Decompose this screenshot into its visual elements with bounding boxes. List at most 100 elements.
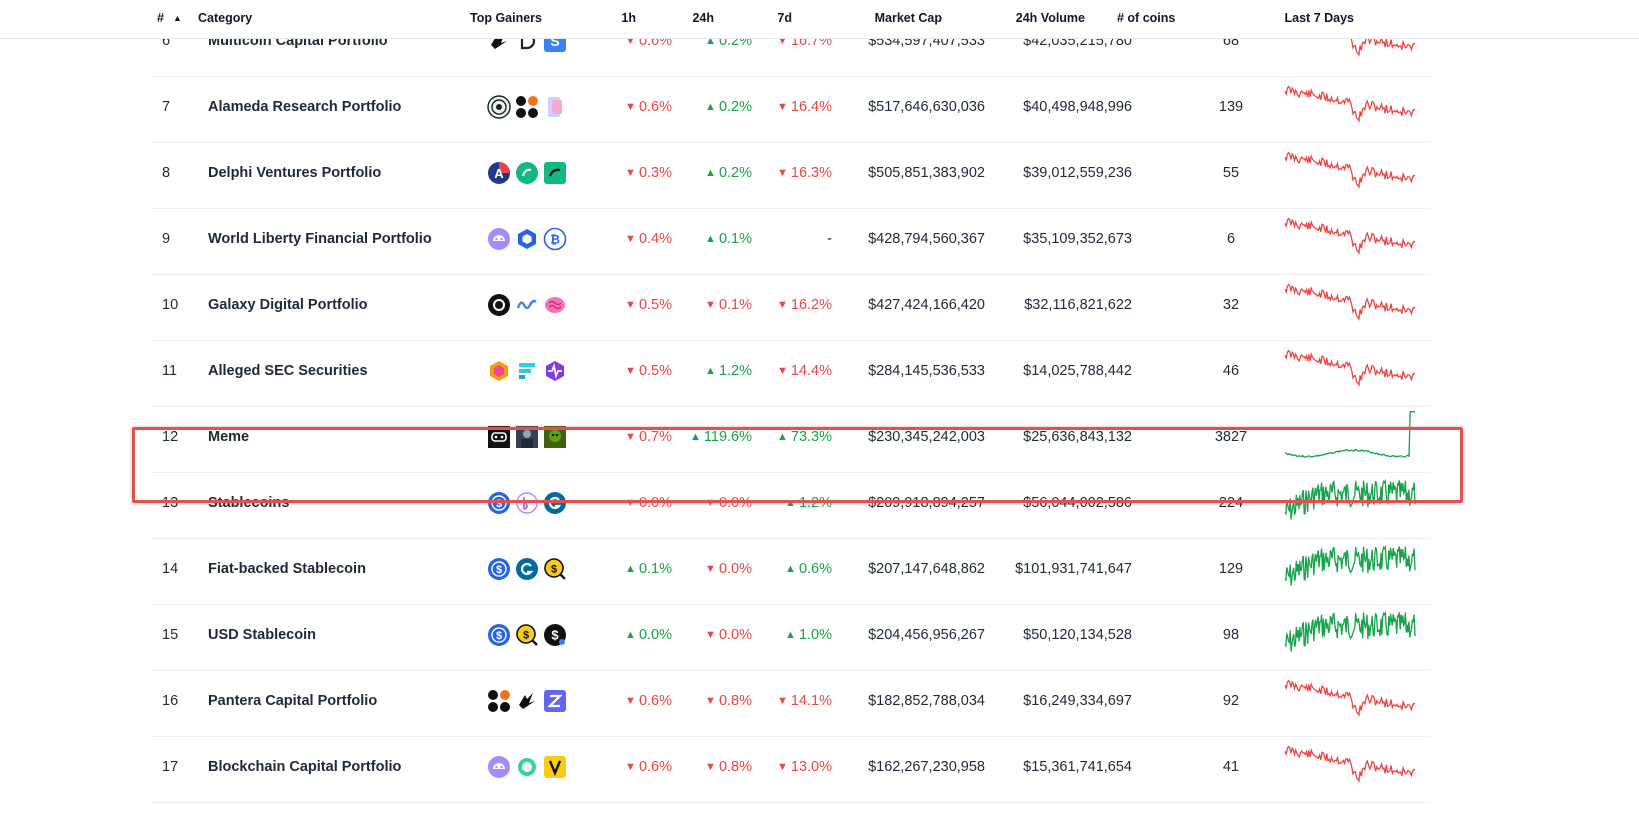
category-name-link[interactable]: Delphi Ventures Portfolio: [208, 165, 382, 181]
category-name-link[interactable]: Fiat-backed Stablecoin: [208, 561, 366, 577]
rank-cell: 16: [162, 693, 179, 709]
caret-down-icon: ▼: [776, 35, 788, 47]
coins-header[interactable]: # of coins: [1117, 11, 1176, 25]
svg-text:$: $: [496, 564, 502, 576]
percent-value: 0.0%: [638, 495, 672, 511]
hex-orange-icon[interactable]: [487, 359, 511, 383]
sparkline-line: [1284, 411, 1415, 458]
wave-icon[interactable]: [515, 293, 539, 317]
bitcoin-icon[interactable]: ₿: [543, 227, 567, 251]
dots-icon[interactable]: [515, 95, 539, 119]
market-cap-cell: $204,456,956,267: [868, 627, 985, 643]
table-row[interactable]: 15 USD Stablecoin $ $ $ ▲ 0.0% ▼ 0.0% ▲ 1.0% $204,4…: [152, 601, 1431, 671]
market-cap-header[interactable]: Market Cap: [874, 11, 942, 25]
table-row[interactable]: 14 Fiat-backed Stablecoin $ $ ▲ 0.1% ▼ 0.0% ▲ 0.6…: [152, 535, 1431, 605]
brain-icon[interactable]: [543, 293, 567, 317]
green-square-icon[interactable]: [543, 161, 567, 185]
top-gainers-icons: A: [487, 139, 567, 207]
purple-face-icon[interactable]: [487, 227, 511, 251]
change-1h: ▼ 0.6%: [592, 733, 672, 801]
category-name-link[interactable]: Blockchain Capital Portfolio: [208, 759, 402, 775]
table-row[interactable]: 10 Galaxy Digital Portfolio ▼ 0.5% ▼ 0.1% ▼ 16.…: [152, 271, 1431, 341]
meme-photo-icon[interactable]: [515, 425, 539, 449]
24h-header[interactable]: 24h: [692, 11, 714, 25]
percent-value: 0.2%: [718, 165, 752, 181]
svg-text:S: S: [550, 33, 559, 49]
b-outline-icon[interactable]: [515, 491, 539, 515]
dollar-search-icon[interactable]: $: [543, 557, 567, 581]
rank-cell: 9: [162, 231, 171, 247]
change-1h: ▼ 0.5%: [592, 271, 672, 339]
g-circle-icon[interactable]: [543, 491, 567, 515]
ftx-icon[interactable]: [515, 359, 539, 383]
category-name-link[interactable]: Pantera Capital Portfolio: [208, 693, 378, 709]
table-row[interactable]: 8 Delphi Ventures Portfolio A ▼ 0.3% ▲ 0.2% ▼ 16…: [152, 139, 1431, 209]
rank-header[interactable]: #: [157, 11, 164, 25]
g-circle-icon[interactable]: [515, 557, 539, 581]
pepe-icon[interactable]: [543, 425, 567, 449]
change-7d: ▼ 14.1%: [752, 667, 832, 735]
table-row[interactable]: 7 Alameda Research Portfolio ▼ 0.6% ▲ 0.2% ▼ 16…: [152, 73, 1431, 143]
category-name-link[interactable]: Alameda Research Portfolio: [208, 99, 402, 115]
1h-header[interactable]: 1h: [621, 11, 636, 25]
sort-up-icon[interactable]: ▲: [173, 13, 182, 23]
table-row[interactable]: 11 Alleged SEC Securities ▼ 0.5% ▲ 1.2% ▼ 14.4%…: [152, 337, 1431, 407]
change-1h: ▼ 0.7%: [592, 403, 672, 471]
table-row[interactable]: 12 Meme ▼ 0.7% ▲ 119.6% ▲ 73.3% $230,345,242,003…: [152, 403, 1431, 473]
change-24h: ▲ 0.2%: [672, 73, 752, 141]
dollar-black-icon[interactable]: $: [543, 623, 567, 647]
hexagon-icon[interactable]: [515, 227, 539, 251]
market-cap-cell: $517,646,630,036: [868, 99, 985, 115]
category-name-link[interactable]: USD Stablecoin: [208, 627, 316, 643]
percent-value: 16.4%: [790, 99, 832, 115]
dollar-search-icon[interactable]: $: [515, 623, 539, 647]
category-name-link[interactable]: World Liberty Financial Portfolio: [208, 231, 432, 247]
sparkline-chart: [1284, 145, 1416, 201]
caret-up-icon: ▲: [625, 563, 636, 575]
a-circle-icon[interactable]: A: [487, 161, 511, 185]
caret-down-icon: ▼: [625, 431, 636, 443]
badge-icon[interactable]: [543, 755, 567, 779]
rank-cell: 8: [162, 165, 171, 181]
ring-icon[interactable]: [515, 755, 539, 779]
usdc-icon[interactable]: $: [487, 491, 511, 515]
z-square-icon[interactable]: [543, 689, 567, 713]
swirl-icon[interactable]: [487, 95, 511, 119]
caret-up-icon: ▲: [705, 167, 716, 179]
coins-count-cell: 92: [1222, 693, 1240, 709]
caret-up-icon: ▲: [785, 497, 796, 509]
table-row[interactable]: 9 World Liberty Financial Portfolio ₿ ▼ 0.4%…: [152, 205, 1431, 275]
coins-count-cell: 3827: [1214, 429, 1248, 445]
category-header[interactable]: Category: [198, 11, 253, 25]
mutant-icon[interactable]: [515, 689, 539, 713]
table-row[interactable]: 13 Stablecoins $ ▼ 0.0% ▼ 0.0% ▲ 1.2% $209,918,89…: [152, 469, 1431, 539]
green-circle-icon[interactable]: [515, 161, 539, 185]
percent-value: 0.8%: [718, 693, 752, 709]
svg-text:$: $: [551, 564, 557, 576]
change-7d: ▼ 14.4%: [752, 337, 832, 405]
caret-down-icon: ▼: [705, 299, 716, 311]
usdc-icon[interactable]: $: [487, 623, 511, 647]
coins-count-cell: 32: [1222, 297, 1240, 313]
sparkline-line: [1284, 544, 1416, 586]
caret-up-icon: ▲: [785, 563, 796, 575]
svg-text:$: $: [496, 630, 502, 642]
7d-header[interactable]: 7d: [777, 11, 792, 25]
usdc-icon[interactable]: $: [487, 557, 511, 581]
change-1h: ▼ 0.6%: [592, 667, 672, 735]
sparkline-chart: [1284, 277, 1416, 333]
sparkline-line: [1284, 679, 1416, 717]
black-ring-icon[interactable]: [487, 293, 511, 317]
category-name-link[interactable]: Galaxy Digital Portfolio: [208, 297, 368, 313]
category-name-link[interactable]: Alleged SEC Securities: [208, 363, 368, 379]
pulse-icon[interactable]: [543, 359, 567, 383]
table-row[interactable]: 17 Blockchain Capital Portfolio ▼ 0.6% ▼ 0.8%…: [152, 733, 1431, 803]
dots-icon[interactable]: [487, 689, 511, 713]
category-name-link[interactable]: Meme: [208, 429, 250, 445]
meme-face-icon[interactable]: [487, 425, 511, 449]
category-name-link[interactable]: Stablecoins: [208, 495, 290, 511]
purple-face-icon[interactable]: [487, 755, 511, 779]
volume-header[interactable]: 24h Volume: [1015, 11, 1085, 25]
phone-icon[interactable]: [543, 95, 567, 119]
table-row[interactable]: 16 Pantera Capital Portfolio ▼ 0.6% ▼ 0.8% ▼ 14…: [152, 667, 1431, 737]
